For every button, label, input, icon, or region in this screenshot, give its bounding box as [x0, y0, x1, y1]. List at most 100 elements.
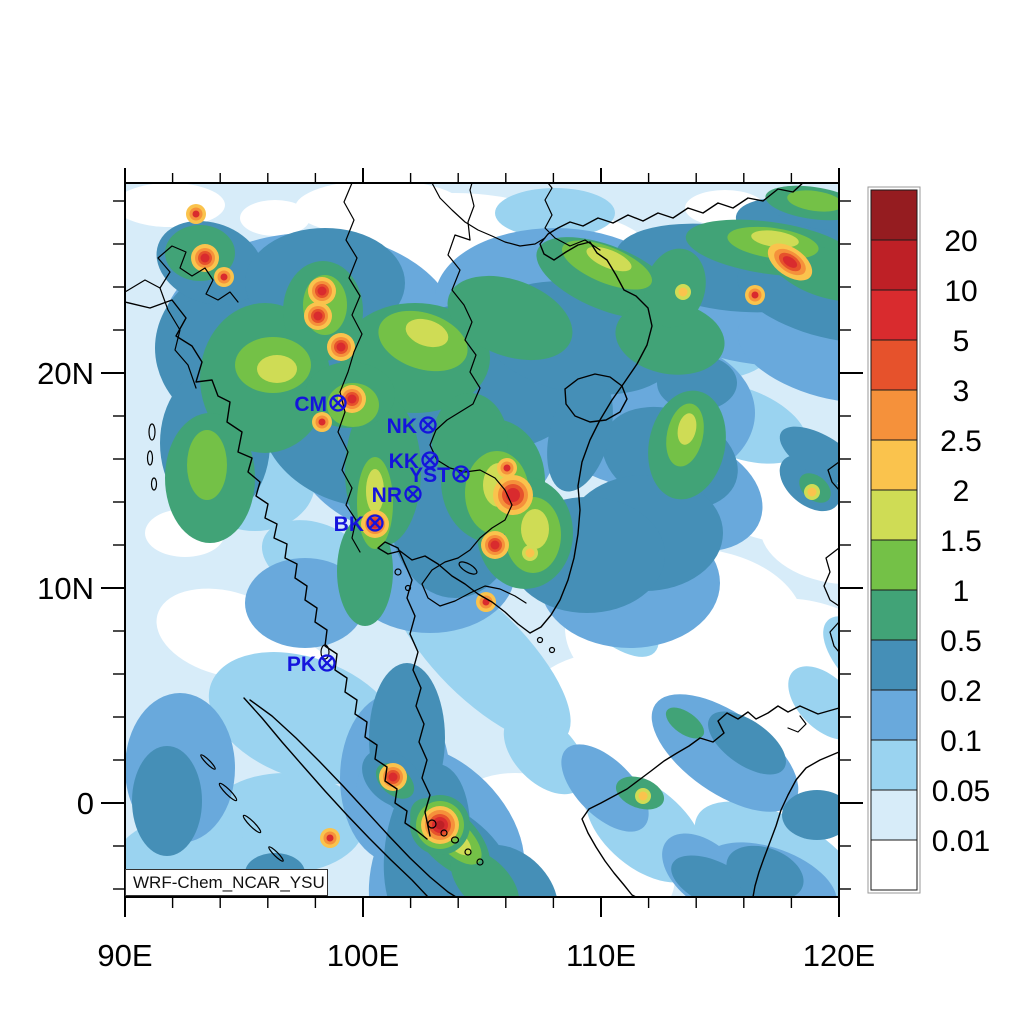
colorbar-label: 5	[953, 325, 970, 358]
colorbar-cell	[870, 489, 918, 541]
island-outline	[476, 858, 484, 866]
colorbar-label: 0.01	[932, 825, 990, 858]
colorbar-label: 20	[944, 225, 977, 258]
colorbar-frame	[867, 186, 921, 894]
station-symbol-cross	[320, 656, 334, 670]
coastline-borneo-northwest	[581, 705, 840, 898]
island-outline	[268, 846, 284, 862]
colorbar-cell	[870, 389, 918, 441]
island-outline	[242, 814, 262, 834]
so2-hotspot	[192, 210, 200, 218]
colorbar-cell	[870, 239, 918, 291]
station-symbol-circle	[318, 654, 336, 672]
colorbar-label: 0.5	[940, 625, 982, 658]
coastline-sumatra-east	[249, 699, 457, 898]
island-outline	[450, 836, 460, 844]
island-outline	[458, 561, 478, 575]
colorbar-label: 3	[953, 375, 970, 408]
field-patch	[257, 355, 297, 383]
field-patch	[405, 318, 449, 348]
field-patch	[665, 707, 705, 739]
field-patch	[295, 180, 465, 236]
island-outline	[536, 636, 544, 644]
colorbar-cell	[870, 639, 918, 691]
mask	[839, 183, 1024, 897]
coastline-west	[124, 299, 428, 840]
so2-hotspot	[807, 487, 817, 497]
y-axis-label: 0	[77, 786, 94, 821]
colorbar-label: 1	[953, 575, 970, 608]
colorbar-label: 0.1	[940, 725, 982, 758]
colorbar-cell	[870, 839, 918, 891]
colorbar-label: 0.2	[940, 675, 982, 708]
island-outline	[200, 754, 216, 770]
colorbar-cell	[870, 439, 918, 491]
so2-hotspot	[220, 273, 228, 281]
island-outline	[827, 461, 840, 491]
country-border	[421, 557, 527, 607]
colorbar-cell	[870, 789, 918, 841]
field-patch	[187, 430, 227, 500]
station-label: CM	[294, 393, 327, 416]
so2-hotspot	[336, 342, 346, 352]
country-border	[544, 182, 601, 251]
station-symbol-cross	[423, 453, 437, 467]
field-patch	[782, 790, 852, 840]
so2-hotspot	[503, 464, 511, 472]
island-outline	[404, 584, 412, 592]
station-symbol-cross	[406, 487, 420, 501]
island-outline	[823, 547, 840, 607]
island-outline	[150, 477, 158, 491]
so2-hotspot	[318, 418, 326, 426]
mask	[0, 897, 1024, 1024]
so2-hotspot	[490, 540, 500, 550]
field-patch	[644, 248, 706, 328]
coastline-hainan	[564, 373, 628, 423]
country-border	[337, 182, 363, 553]
island-outline	[148, 423, 156, 441]
station-symbol-cross	[454, 467, 468, 481]
station-label: KK	[389, 450, 419, 473]
so2-hotspot	[782, 256, 798, 268]
island-outline	[146, 450, 154, 466]
station-marker-bk: BK	[334, 513, 384, 536]
so2-hotspot	[200, 253, 210, 263]
colorbar-cell	[870, 589, 918, 641]
station-marker-nr: NR	[372, 484, 422, 507]
station-marker-yst: YST	[409, 464, 470, 487]
island-outline	[829, 621, 840, 653]
island-outline	[218, 782, 238, 802]
so2-hotspot	[435, 820, 445, 830]
so2-hotspot	[317, 286, 327, 296]
station-symbol-circle	[329, 394, 347, 412]
model-label-box: WRF-Chem_NCAR_YSU	[125, 869, 328, 896]
island-outline	[320, 644, 330, 660]
colorbar-cell	[870, 289, 918, 341]
station-symbol-cross	[421, 418, 435, 432]
country-border	[159, 287, 197, 389]
x-axis-label: 90E	[97, 938, 152, 973]
country-border	[431, 182, 546, 247]
station-symbol-circle	[452, 465, 470, 483]
field-patch	[787, 190, 843, 212]
so2-hotspot	[326, 834, 334, 842]
colorbar-cell	[870, 689, 918, 741]
so2-hotspot	[751, 291, 759, 299]
island-outline	[464, 848, 472, 856]
colorbar-label: 10	[944, 275, 977, 308]
field-patch	[561, 744, 649, 832]
field-patch	[708, 711, 786, 775]
coastline-east	[377, 159, 840, 837]
coastline-sumatra-west	[243, 697, 429, 898]
so2-hotspot	[638, 791, 648, 801]
station-label: YST	[409, 464, 450, 487]
colorbar-label: 1.5	[940, 525, 982, 558]
country-border	[429, 234, 513, 559]
so2-hotspot	[347, 394, 357, 404]
station-marker-cm: CM	[294, 393, 347, 416]
station-symbol-circle	[421, 451, 439, 469]
station-marker-pk: PK	[287, 653, 336, 676]
station-symbol-cross	[368, 516, 382, 530]
